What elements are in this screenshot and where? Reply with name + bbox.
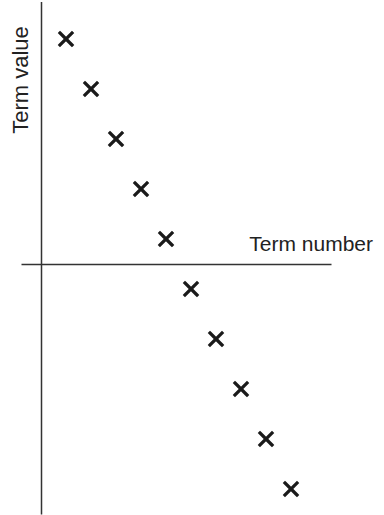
x-axis xyxy=(22,264,332,265)
y-axis-title: Term value xyxy=(8,26,33,134)
point xyxy=(185,283,197,295)
point xyxy=(260,433,272,445)
points xyxy=(60,33,297,495)
point xyxy=(85,83,97,95)
y-axis xyxy=(41,2,42,515)
point xyxy=(235,383,247,395)
point xyxy=(110,133,122,145)
point xyxy=(210,333,222,345)
x-axis-title: Term number xyxy=(249,232,373,255)
y-axis-line xyxy=(41,2,43,515)
point xyxy=(135,183,147,195)
point xyxy=(60,33,72,45)
x-axis-line xyxy=(22,264,332,266)
point xyxy=(160,233,172,245)
chart: Term value Term number xyxy=(0,0,384,515)
point xyxy=(285,483,297,495)
